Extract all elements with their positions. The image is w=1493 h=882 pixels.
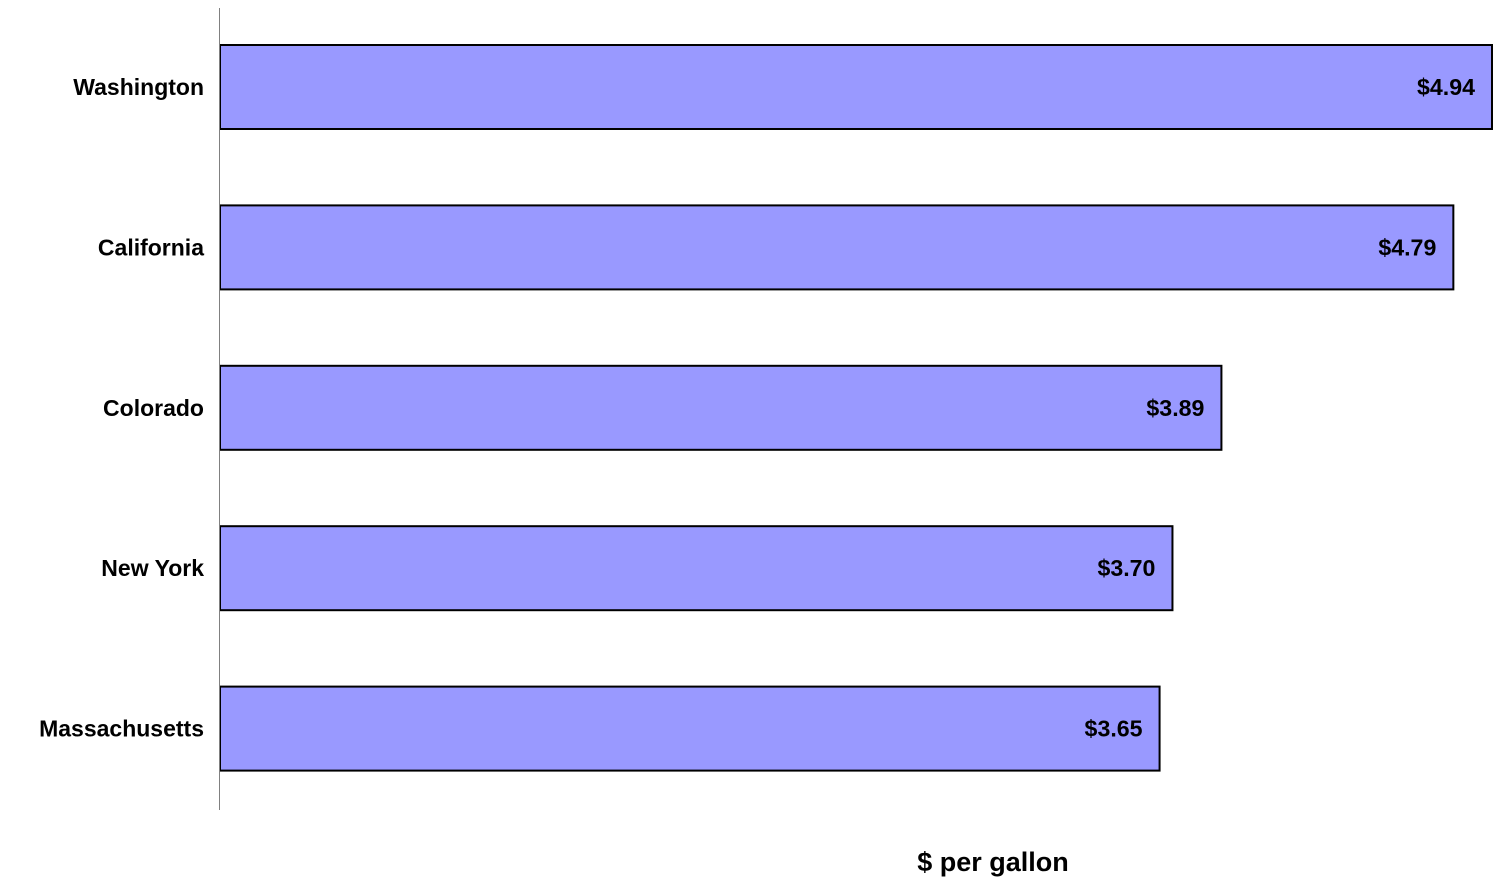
value-label-new-york: $3.70: [1097, 555, 1155, 581]
category-label-california: California: [98, 234, 204, 260]
value-label-california: $4.79: [1378, 234, 1436, 260]
value-label-colorado: $3.89: [1146, 395, 1204, 421]
bars-layer: [219, 44, 1493, 772]
category-label-colorado: Colorado: [103, 395, 204, 421]
bar-colorado: [219, 364, 1223, 451]
bar-new-york: [219, 525, 1174, 612]
bar-washington: [219, 44, 1493, 130]
category-label-massachusetts: Massachusetts: [39, 716, 204, 742]
bar-massachusetts: [219, 685, 1161, 772]
bar-california: [219, 204, 1455, 291]
labels-layer: Washington $4.94 California $4.79 Colorado $3…: [39, 74, 1475, 742]
category-label-new-york: New York: [101, 555, 204, 581]
value-label-massachusetts: $3.65: [1085, 716, 1143, 742]
category-label-washington: Washington: [73, 74, 204, 100]
x-axis-title: $ per gallon: [917, 847, 1069, 877]
value-label-washington: $4.94: [1417, 74, 1475, 100]
